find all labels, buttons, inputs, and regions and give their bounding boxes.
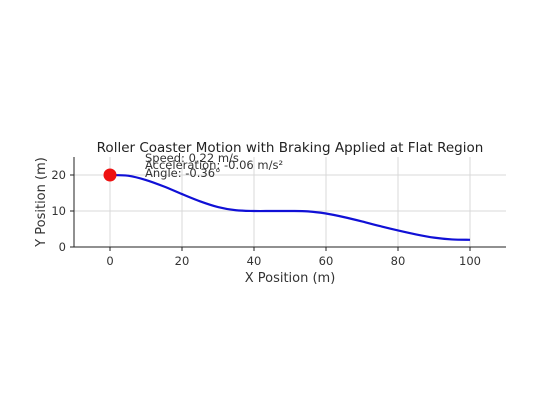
chart-title: Roller Coaster Motion with Braking Appli… [97, 140, 484, 156]
acceleration-annotation: Acceleration: -0.06 m/s² [145, 158, 283, 172]
y-tick-label: 20 [51, 168, 66, 182]
x-tick-label: 60 [319, 254, 334, 268]
x-axis-label: X Position (m) [245, 271, 336, 286]
y-axis-label: Y Position (m) [34, 157, 49, 248]
angle-annotation: Angle: -0.36° [145, 166, 221, 180]
y-tick-label: 0 [59, 240, 66, 254]
x-tick-label: 20 [175, 254, 190, 268]
grid [74, 157, 506, 248]
coaster-marker [103, 168, 117, 182]
series-layer [109, 173, 471, 241]
track-line [109, 173, 471, 241]
x-tick-label: 0 [106, 254, 113, 268]
speed-annotation: Speed: 0.22 m/s [145, 151, 239, 165]
y-tick-label: 10 [51, 204, 66, 218]
marker-layer [103, 168, 117, 182]
x-tick-label: 40 [247, 254, 262, 268]
x-tick-label: 80 [391, 254, 406, 268]
x-tick-label: 100 [459, 254, 481, 268]
ticks: 0 20 40 60 80 100 0 10 20 [51, 168, 481, 268]
